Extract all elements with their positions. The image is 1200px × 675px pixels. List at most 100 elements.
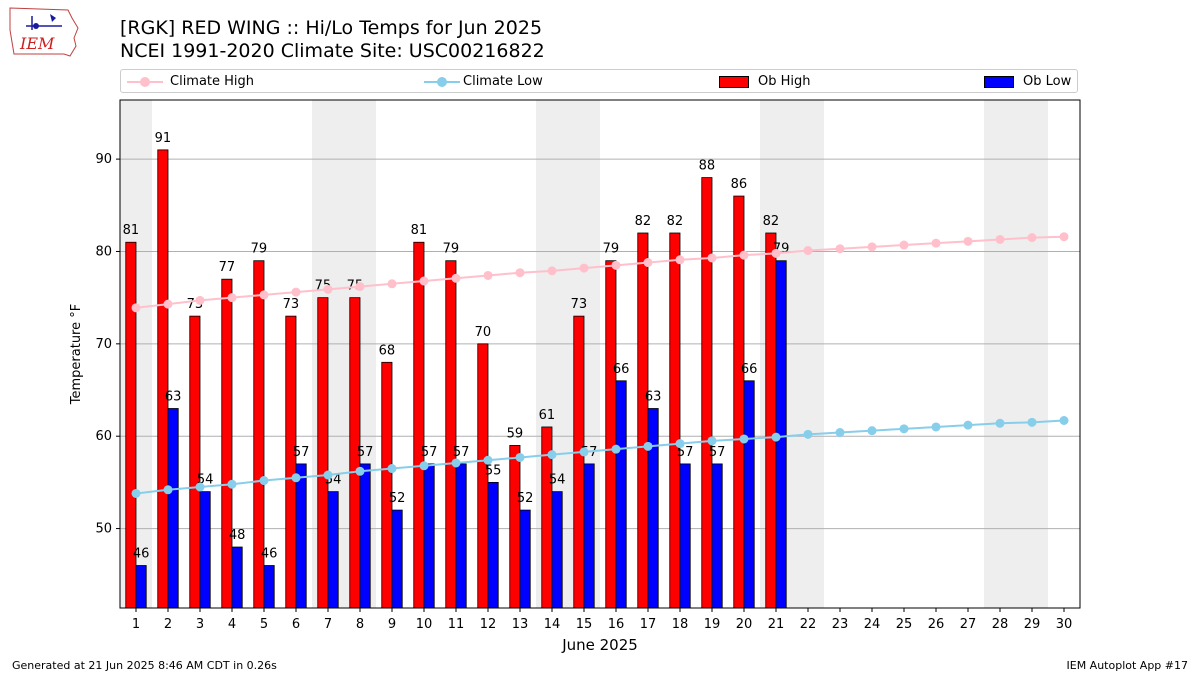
y-tick-label: 60 bbox=[95, 429, 112, 444]
x-tick-label: 18 bbox=[672, 617, 689, 632]
x-tick-label: 19 bbox=[704, 617, 721, 632]
data-label-ob-high: 79 bbox=[603, 242, 620, 257]
point-climate-high bbox=[707, 253, 717, 263]
point-climate-low bbox=[611, 444, 621, 454]
point-climate-high bbox=[963, 236, 973, 246]
bar-ob-high bbox=[509, 445, 521, 609]
point-climate-high bbox=[259, 290, 269, 300]
point-climate-low bbox=[451, 458, 461, 468]
line-climate-low bbox=[135, 419, 1065, 495]
point-climate-low bbox=[963, 420, 973, 430]
y-tick-label: 50 bbox=[95, 522, 112, 537]
data-label-ob-low: 54 bbox=[549, 473, 566, 488]
x-tick-label: 2 bbox=[164, 617, 172, 632]
point-climate-low bbox=[387, 464, 397, 474]
point-climate-high bbox=[387, 279, 397, 289]
bar-ob-low bbox=[711, 463, 723, 609]
x-tick-label: 8 bbox=[356, 617, 364, 632]
bar-ob-low bbox=[167, 408, 179, 609]
bar-ob-low bbox=[135, 565, 147, 609]
point-climate-high bbox=[355, 282, 365, 292]
point-climate-low bbox=[643, 441, 653, 451]
point-climate-low bbox=[547, 450, 557, 460]
bar-ob-high bbox=[445, 260, 457, 609]
data-label-ob-high: 91 bbox=[155, 131, 172, 146]
point-climate-high bbox=[771, 248, 781, 258]
point-climate-high bbox=[611, 260, 621, 270]
weekend-shade bbox=[984, 100, 1016, 608]
bar-ob-low bbox=[359, 463, 371, 609]
x-tick-label: 30 bbox=[1056, 617, 1073, 632]
logo-text: IEM bbox=[19, 34, 55, 53]
x-tick-label: 17 bbox=[640, 617, 657, 632]
point-climate-low bbox=[291, 473, 301, 483]
bar-swatch-icon bbox=[984, 76, 1014, 88]
data-label-ob-low: 46 bbox=[133, 547, 150, 562]
data-label-ob-low: 57 bbox=[709, 445, 726, 460]
app-credit: IEM Autoplot App #17 bbox=[1066, 659, 1189, 672]
y-axis-label: Temperature °F bbox=[69, 304, 84, 405]
x-tick-label: 29 bbox=[1024, 617, 1041, 632]
point-climate-high bbox=[931, 238, 941, 248]
plot-frame bbox=[119, 99, 1081, 609]
data-label-ob-low: 57 bbox=[677, 445, 694, 460]
data-label-ob-high: 79 bbox=[251, 242, 268, 257]
bar-ob-low bbox=[327, 491, 339, 609]
point-climate-high bbox=[419, 276, 429, 286]
circle-marker-icon bbox=[437, 77, 447, 87]
chart-subtitle: NCEI 1991-2020 Climate Site: USC00216822 bbox=[120, 40, 545, 62]
point-climate-high bbox=[451, 273, 461, 283]
bar-ob-high bbox=[189, 315, 201, 609]
point-climate-low bbox=[515, 452, 525, 462]
data-label-ob-high: 68 bbox=[379, 343, 396, 358]
point-climate-high bbox=[131, 303, 141, 313]
data-label-ob-low: 46 bbox=[261, 547, 278, 562]
point-climate-low bbox=[739, 434, 749, 444]
bar-ob-low bbox=[679, 463, 691, 609]
line-climate-high bbox=[135, 235, 1065, 309]
bar-ob-high bbox=[157, 149, 169, 609]
point-climate-high bbox=[547, 266, 557, 276]
data-label-ob-high: 81 bbox=[411, 223, 428, 238]
y-tick-label: 70 bbox=[95, 337, 112, 352]
bar-ob-low bbox=[455, 463, 467, 609]
data-label-ob-low: 63 bbox=[165, 389, 182, 404]
point-climate-low bbox=[803, 429, 813, 439]
bar-ob-high bbox=[701, 177, 713, 609]
data-label-ob-low: 55 bbox=[485, 463, 502, 478]
x-tick-label: 14 bbox=[544, 617, 561, 632]
bar-ob-high bbox=[637, 232, 649, 609]
point-climate-low bbox=[995, 418, 1005, 428]
x-tick-label: 24 bbox=[864, 617, 881, 632]
point-climate-low bbox=[323, 470, 333, 480]
bar-ob-high bbox=[765, 232, 777, 609]
legend-label: Climate High bbox=[170, 74, 255, 89]
point-climate-high bbox=[739, 250, 749, 260]
data-label-ob-low: 57 bbox=[421, 445, 438, 460]
bar-ob-low bbox=[391, 509, 403, 609]
data-label-ob-low: 66 bbox=[613, 362, 630, 377]
point-climate-low bbox=[707, 436, 717, 446]
legend-label: Ob Low bbox=[1023, 74, 1072, 89]
x-tick-label: 20 bbox=[736, 617, 753, 632]
x-tick-label: 3 bbox=[196, 617, 204, 632]
circle-marker-icon bbox=[140, 77, 150, 87]
bar-ob-low bbox=[519, 509, 531, 609]
point-climate-high bbox=[867, 242, 877, 252]
x-tick-label: 6 bbox=[292, 617, 300, 632]
x-tick-label: 15 bbox=[576, 617, 593, 632]
point-climate-low bbox=[419, 461, 429, 471]
bar-ob-high bbox=[221, 278, 233, 609]
legend-label: Climate Low bbox=[463, 74, 543, 89]
y-tick-label: 90 bbox=[95, 152, 112, 167]
x-tick-label: 4 bbox=[228, 617, 236, 632]
point-climate-high bbox=[163, 299, 173, 309]
data-label-ob-low: 52 bbox=[517, 491, 534, 506]
x-tick-label: 1 bbox=[132, 617, 140, 632]
point-climate-high bbox=[995, 234, 1005, 244]
bar-ob-high bbox=[285, 315, 297, 609]
legend-label: Ob High bbox=[758, 74, 811, 89]
point-climate-low bbox=[227, 479, 237, 489]
point-climate-high bbox=[195, 295, 205, 305]
